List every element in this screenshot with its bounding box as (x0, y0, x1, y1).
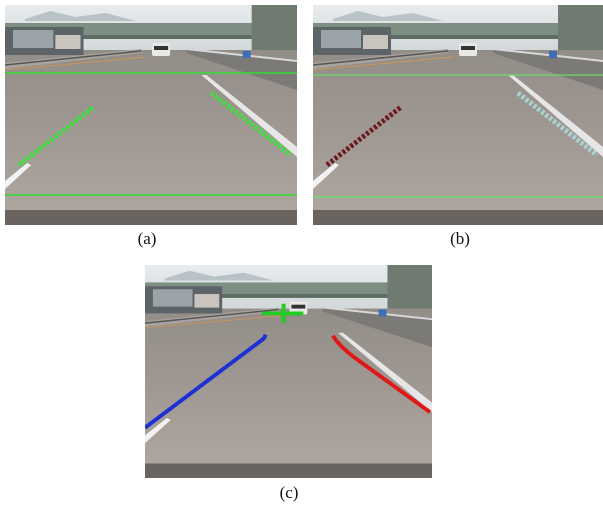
caption: (c) (259, 483, 319, 503)
image-c (145, 265, 432, 478)
caption: (b) (430, 229, 490, 249)
caption: (a) (117, 229, 177, 249)
image-a (5, 5, 297, 225)
image-b (313, 5, 603, 225)
figure: (a) (b) (c) (() => { const data = JSON.p… (0, 0, 603, 511)
